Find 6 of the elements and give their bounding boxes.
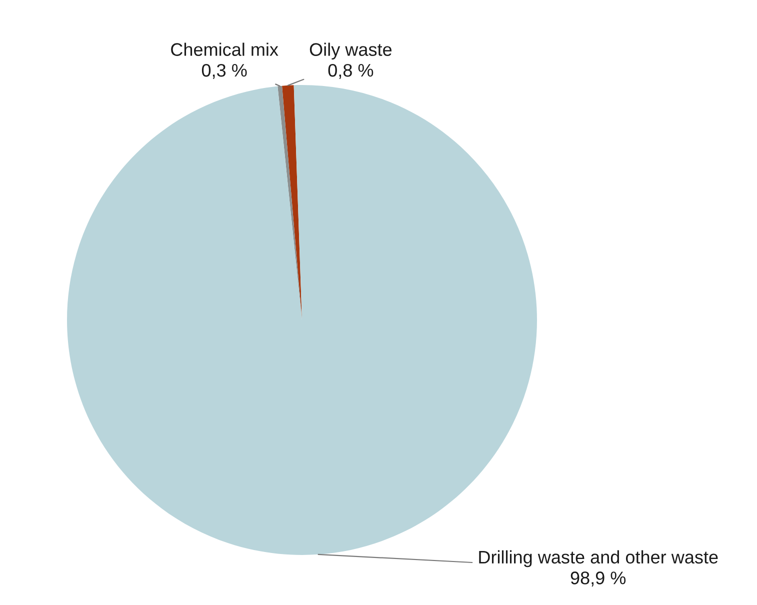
slice-label: Drilling waste and other waste bbox=[479, 550, 718, 568]
data-label: 0,3 % bbox=[202, 64, 247, 79]
data-label: 98,9 % bbox=[570, 572, 626, 586]
slice-label: Oily waste bbox=[310, 42, 392, 60]
data-label: 0,8 % bbox=[328, 64, 374, 79]
slice-label: Chemical mix bbox=[171, 42, 278, 56]
